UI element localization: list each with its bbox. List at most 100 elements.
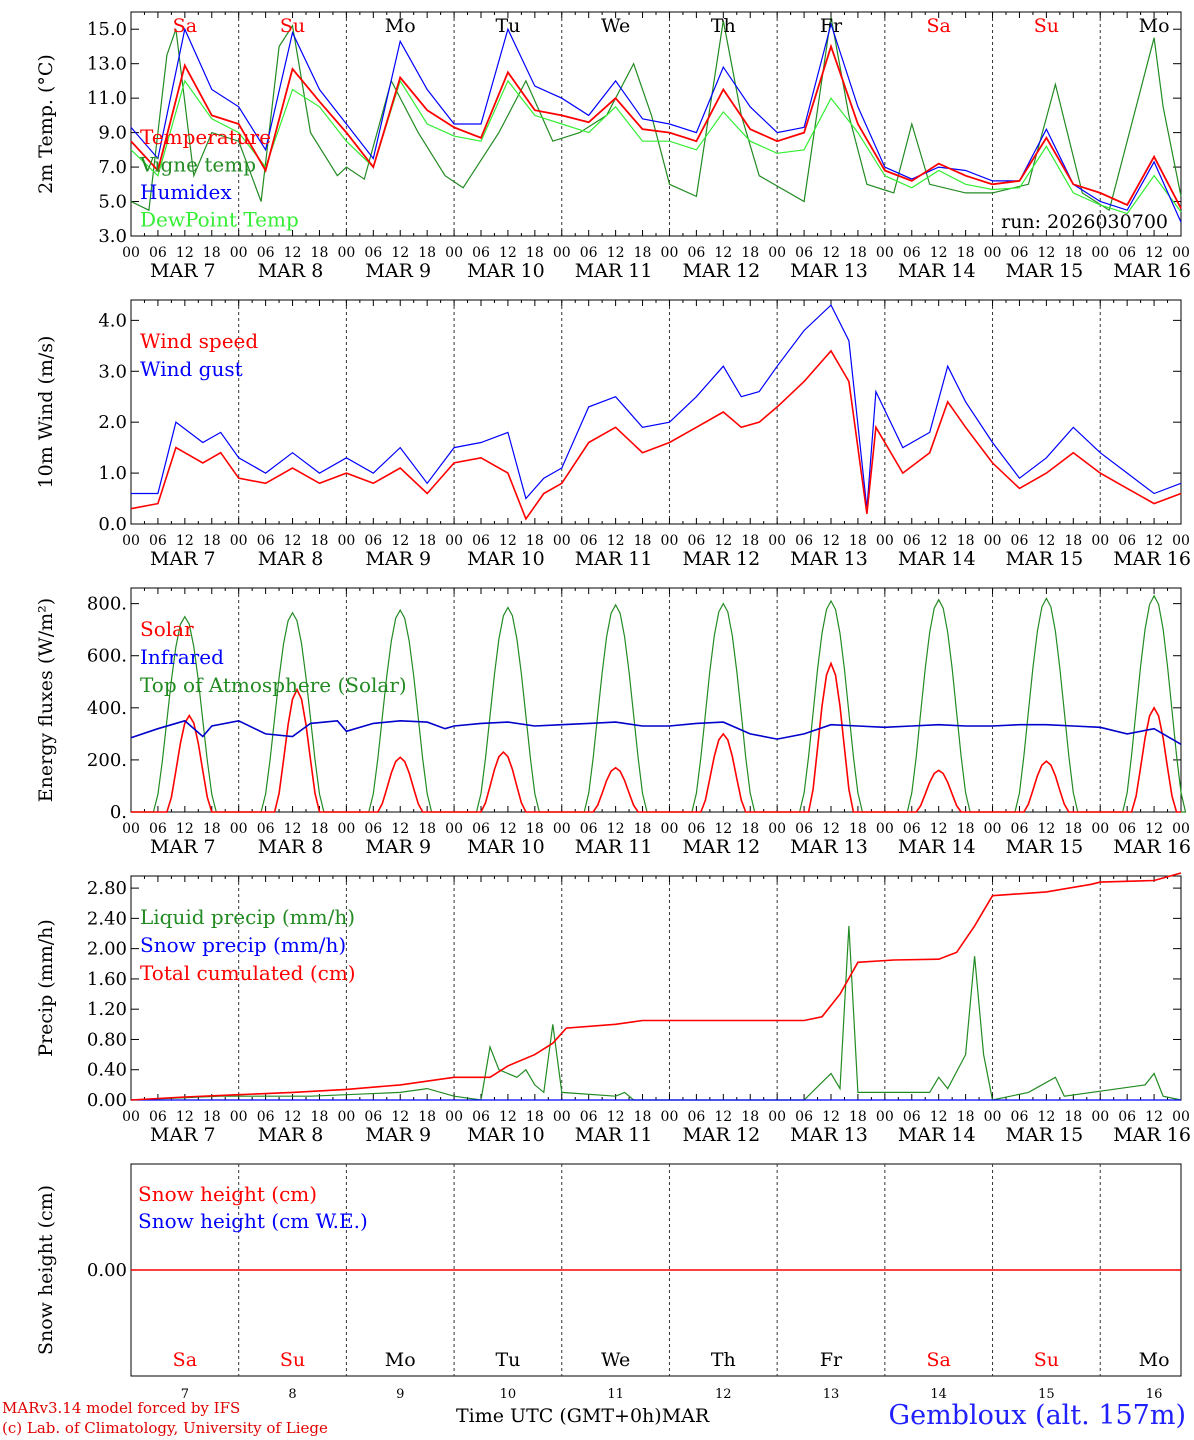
hour-label: 06: [687, 1109, 705, 1125]
hour-label: 06: [364, 533, 382, 549]
hour-label: 00: [445, 821, 463, 837]
date-label: MAR 13: [790, 836, 868, 858]
time-axis-title: Time UTC (GMT+0h)MAR: [456, 1405, 709, 1427]
date-label: MAR 14: [898, 1124, 976, 1146]
hour-label: 18: [957, 821, 975, 837]
y-tick-label: 5.0: [98, 192, 127, 213]
hour-label: 00: [337, 245, 355, 261]
hour-label: 18: [957, 1109, 975, 1125]
hour-label: 06: [795, 533, 813, 549]
hour-label: 06: [149, 1109, 167, 1125]
weekday-label: Fr: [820, 15, 843, 37]
hour-label: 00: [122, 1109, 140, 1125]
weekday-label: Mo: [1139, 1349, 1170, 1371]
series-infrared: [130, 719, 1182, 745]
y-tick-label: 2.00: [87, 939, 127, 960]
hour-label: 12: [176, 821, 194, 837]
y-tick-label: 400.: [87, 698, 127, 719]
hour-label: 00: [1172, 1109, 1190, 1125]
hour-label: 12: [822, 821, 840, 837]
date-label: MAR 7: [150, 836, 216, 858]
hour-label: 00: [876, 533, 894, 549]
hour-label: 00: [768, 245, 786, 261]
hour-label: 18: [203, 245, 221, 261]
hour-label: 12: [822, 245, 840, 261]
weekday-label: Sa: [927, 15, 951, 37]
legend-top-of-atmosphere-solar-: Top of Atmosphere (Solar): [140, 673, 407, 697]
hour-label: 12: [499, 821, 517, 837]
hour-label: 06: [1011, 245, 1029, 261]
hour-label: 06: [1118, 245, 1136, 261]
hour-label: 00: [122, 821, 140, 837]
hour-label: 12: [607, 821, 625, 837]
date-label: MAR 7: [150, 1124, 216, 1146]
date-label: MAR 14: [898, 548, 976, 570]
date-label: MAR 8: [258, 260, 324, 282]
y-tick-label: 1.60: [87, 969, 127, 990]
legend-vigne-temp: Vigne temp: [139, 153, 256, 177]
day-number: 9: [396, 1387, 404, 1402]
hour-label: 00: [230, 821, 248, 837]
legend-infrared: Infrared: [140, 645, 224, 669]
hour-label: 06: [687, 821, 705, 837]
legend-snow-height-cm-: Snow height (cm): [138, 1182, 317, 1206]
hour-label: 06: [257, 245, 275, 261]
date-label: MAR 9: [365, 260, 431, 282]
y-tick-label: 2.0: [98, 412, 127, 433]
y-axis-label: Snow height (cm): [35, 1185, 57, 1355]
hour-label: 00: [768, 533, 786, 549]
hour-label: 18: [418, 821, 436, 837]
date-label: MAR 16: [1113, 260, 1191, 282]
panel-3: 0. 200. 400. 600. 800. Energy fluxes (W/m²) So…: [35, 587, 1191, 858]
date-label: MAR 11: [575, 548, 653, 570]
series-toa-solar: [131, 594, 1187, 813]
hour-label: 12: [499, 1109, 517, 1125]
weekday-label: Tu: [495, 1349, 520, 1371]
hour-label: 00: [230, 1109, 248, 1125]
day-number: 11: [607, 1387, 624, 1402]
hour-label: 18: [849, 1109, 867, 1125]
hour-label: 18: [311, 821, 329, 837]
y-tick-label: 0.00: [87, 1090, 127, 1111]
date-label: MAR 15: [1006, 836, 1084, 858]
hour-label: 18: [526, 533, 544, 549]
hour-label: 06: [257, 821, 275, 837]
hour-label: 12: [1037, 533, 1055, 549]
series-wind-speed: [130, 349, 1182, 521]
weekday-label: Sa: [927, 1349, 951, 1371]
y-tick-label: 9.0: [98, 123, 127, 144]
date-label: MAR 14: [898, 836, 976, 858]
hour-label: 00: [337, 1109, 355, 1125]
panel-2: 0.0 1.0 2.0 3.0 4.0 10m Wind (m/s) Wind speed W…: [35, 299, 1191, 570]
date-label: MAR 15: [1006, 260, 1084, 282]
hour-label: 12: [391, 533, 409, 549]
hour-label: 00: [445, 1109, 463, 1125]
hour-label: 06: [903, 1109, 921, 1125]
hour-label: 12: [1145, 821, 1163, 837]
date-label: MAR 15: [1006, 548, 1084, 570]
date-label: MAR 9: [365, 1124, 431, 1146]
panel-5: 0.00 Snow height (cm) Snow height (cm) Snow…: [35, 1163, 1182, 1402]
date-label: MAR 16: [1113, 548, 1191, 570]
date-label: MAR 13: [790, 1124, 868, 1146]
series-temperature: [130, 43, 1182, 209]
hour-label: 18: [957, 245, 975, 261]
y-tick-label: 4.0: [98, 310, 127, 331]
legend-snow-height-cm-w-e-: Snow height (cm W.E.): [138, 1209, 368, 1233]
series-dewpoint-temp: [130, 79, 1182, 215]
month-label: MAR: [661, 1405, 710, 1427]
hour-label: 06: [1118, 1109, 1136, 1125]
hour-label: 06: [687, 533, 705, 549]
day-number: 13: [823, 1387, 840, 1402]
y-tick-label: 200.: [87, 750, 127, 771]
hour-label: 12: [930, 533, 948, 549]
hour-label: 00: [876, 1109, 894, 1125]
weekday-label: Sa: [173, 15, 197, 37]
date-label: MAR 12: [682, 836, 760, 858]
hour-label: 12: [499, 245, 517, 261]
hour-label: 18: [1064, 1109, 1082, 1125]
hour-label: 06: [472, 821, 490, 837]
date-label: MAR 13: [790, 260, 868, 282]
day-number: 14: [930, 1387, 947, 1402]
hour-label: 06: [903, 821, 921, 837]
